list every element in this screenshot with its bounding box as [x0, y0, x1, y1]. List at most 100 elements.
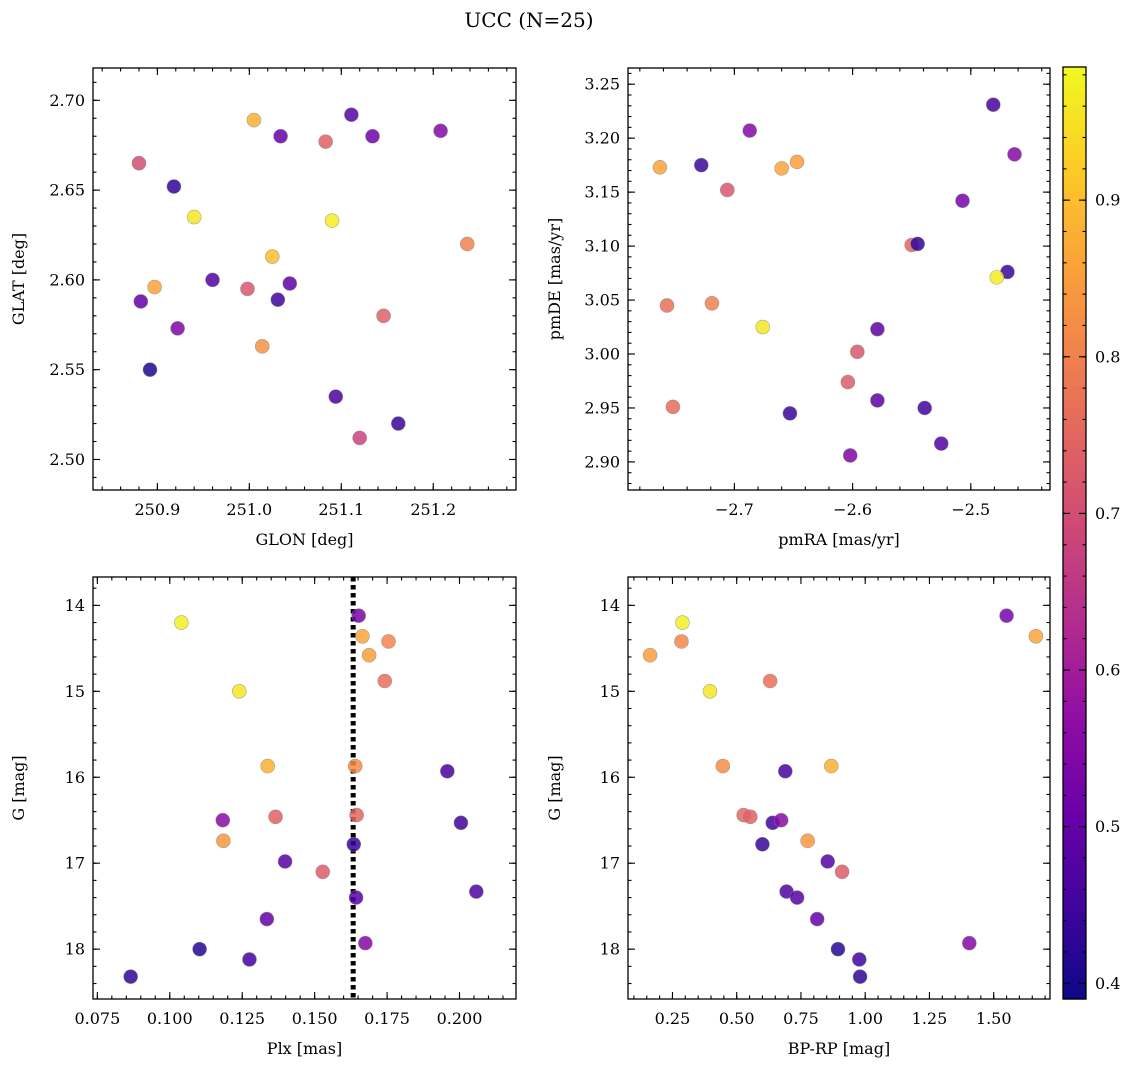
colorbar-segment	[1063, 929, 1086, 938]
colorbar-segment	[1063, 750, 1086, 759]
data-point	[719, 182, 735, 198]
data-point	[955, 193, 970, 209]
y-tick-label: 17	[65, 854, 85, 873]
y-tick-label: 2.90	[584, 452, 620, 471]
data-point	[166, 179, 182, 194]
plot-frame	[92, 67, 517, 491]
colorbar-segment	[1063, 369, 1086, 379]
data-point	[1007, 147, 1022, 162]
data-point	[820, 854, 835, 869]
colorbar-segment	[1063, 781, 1086, 790]
data-point	[277, 854, 293, 869]
colorbar-segment	[1063, 828, 1086, 837]
data-point	[933, 436, 949, 451]
colorbar-frame	[1062, 66, 1087, 1000]
colorbar-segment	[1063, 649, 1086, 658]
plot-frame	[627, 576, 1051, 1000]
colorbar-segment	[1063, 268, 1086, 278]
data-point	[870, 321, 885, 337]
data-point	[355, 629, 370, 644]
y-axis-label: G [mag]	[9, 755, 28, 820]
data-point	[665, 399, 681, 415]
colorbar-segment	[1063, 416, 1086, 425]
data-point	[268, 809, 283, 825]
y-tick-label: 17	[600, 854, 620, 873]
colorbar-tick-label: 0.5	[1095, 817, 1120, 836]
data-point	[365, 128, 380, 144]
x-tick-label: 251.2	[410, 500, 456, 519]
colorbar-segment	[1063, 866, 1086, 876]
data-point	[777, 763, 793, 779]
data-point	[433, 123, 448, 139]
colorbar-segment	[1063, 455, 1086, 464]
y-tick-label: 16	[65, 768, 85, 787]
data-point	[809, 911, 825, 927]
data-point	[823, 758, 839, 774]
colorbar-segment	[1063, 602, 1086, 612]
colorbar-segment	[1063, 230, 1086, 239]
colorbar-segment	[1063, 719, 1086, 728]
data-point	[358, 935, 373, 951]
colorbar-segment	[1063, 672, 1086, 682]
colorbar-segment	[1063, 983, 1086, 992]
colorbar-segment	[1063, 354, 1086, 363]
y-tick-label: 2.60	[49, 270, 85, 289]
x-tick-label: 0.125	[219, 1009, 265, 1028]
colorbar-segment	[1063, 564, 1086, 573]
data-point	[453, 815, 469, 831]
data-point	[840, 374, 856, 390]
colorbar-segment	[1063, 975, 1086, 985]
data-point	[147, 279, 162, 295]
colorbar-segment	[1063, 657, 1086, 666]
data-point	[174, 615, 189, 630]
colorbar-segment	[1063, 517, 1086, 526]
colorbar-segment	[1063, 898, 1086, 907]
colorbar-segment	[1063, 74, 1086, 84]
scatter-panel-4: 0.25 0.50 0.75 1.00 1.25 1.50 14 15 16 17 18 BP-RP …	[545, 576, 1051, 1058]
y-tick-label: 3.10	[584, 237, 620, 256]
colorbar-segment	[1063, 331, 1086, 340]
colorbar-segment	[1063, 129, 1086, 138]
x-tick-label: 0.175	[364, 1009, 410, 1028]
colorbar-segment	[1063, 393, 1086, 402]
colorbar-segment	[1063, 952, 1086, 961]
colorbar-segment	[1063, 727, 1086, 736]
data-point	[910, 236, 925, 252]
y-tick-label: 16	[600, 768, 620, 787]
data-point	[123, 969, 138, 984]
colorbar-segment	[1063, 98, 1086, 107]
data-point	[348, 890, 364, 905]
colorbar-segment	[1063, 758, 1086, 767]
colorbar-segment	[1063, 183, 1086, 192]
data-point	[852, 952, 867, 967]
colorbar-segment	[1063, 851, 1086, 860]
data-point	[240, 281, 255, 297]
colorbar-segment	[1063, 936, 1086, 946]
colorbar-segment	[1063, 804, 1086, 814]
data-point	[789, 890, 805, 905]
x-tick-label: 1.00	[847, 1009, 883, 1028]
data-point	[131, 155, 147, 171]
colorbar-segment	[1063, 711, 1086, 720]
data-point	[989, 270, 1005, 285]
colorbar-segment	[1063, 284, 1086, 293]
colorbar-segment	[1063, 812, 1086, 821]
x-tick-label: 251.0	[226, 500, 272, 519]
y-axis-label: GLAT [deg]	[9, 233, 28, 325]
colorbar-segment	[1063, 439, 1086, 449]
colorbar-segment	[1063, 797, 1086, 806]
colorbar-segment	[1063, 315, 1086, 324]
colorbar-segment	[1063, 377, 1086, 387]
data-point	[659, 298, 675, 313]
scatter-panel-2: −2.7 −2.6 −2.5 2.90 2.95 3.00 3.05 3.10 3.15 3.20…	[545, 67, 1051, 549]
colorbar-segment	[1063, 874, 1086, 884]
data-point	[390, 416, 406, 431]
data-point	[704, 295, 720, 311]
x-tick-label: 0.75	[783, 1009, 819, 1028]
colorbar-segment	[1063, 766, 1086, 775]
colorbar-segment	[1063, 905, 1086, 915]
data-point	[352, 430, 367, 446]
data-point	[985, 97, 1001, 112]
colorbar-segment	[1063, 292, 1086, 301]
